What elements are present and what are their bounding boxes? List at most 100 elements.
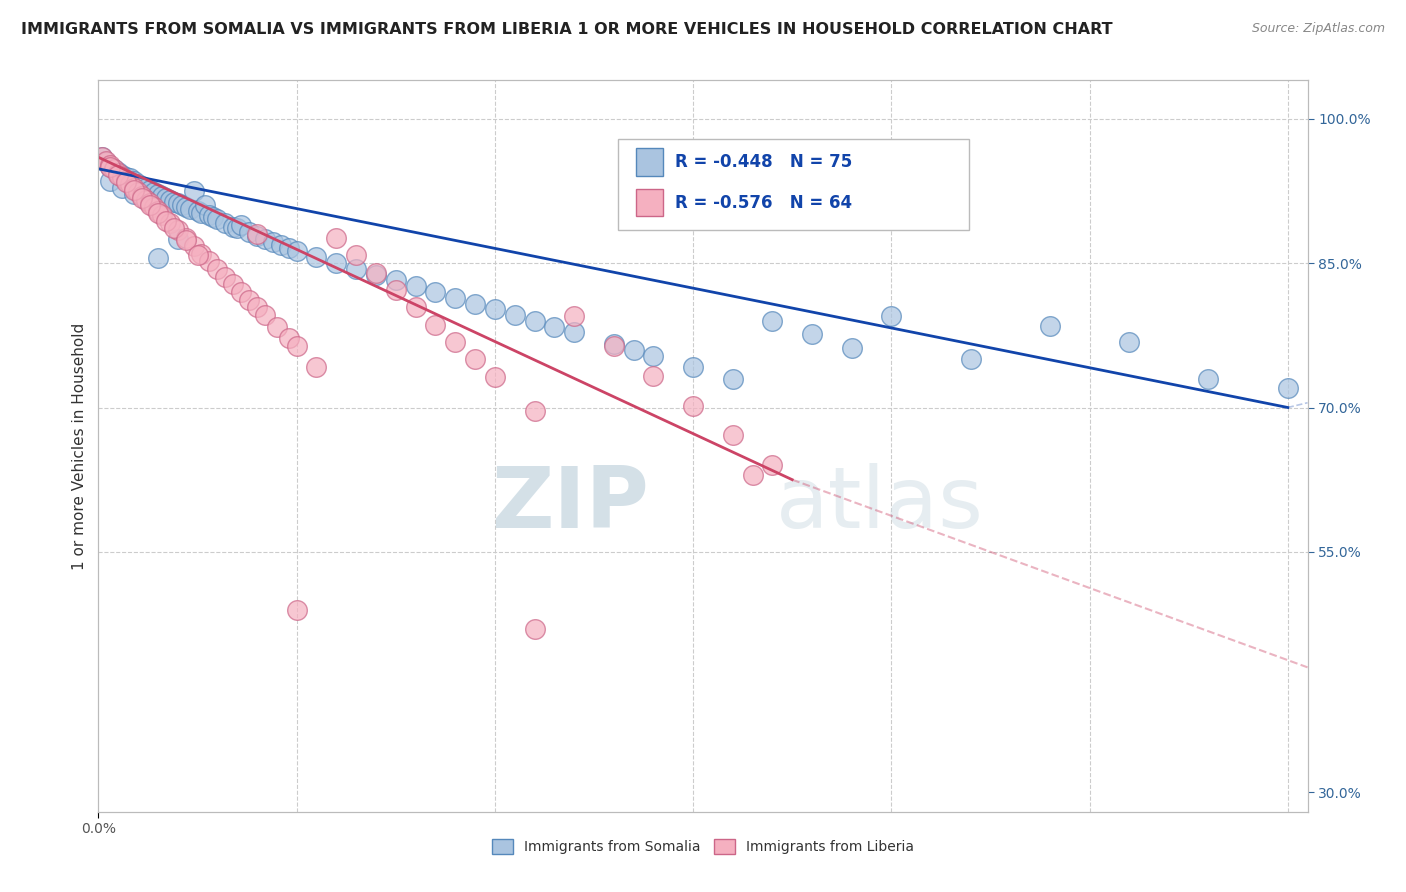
Point: [135, 193, 157, 207]
Point: [198, 208, 221, 222]
Point: [880, 309, 903, 323]
Point: [207, 211, 229, 226]
Point: [159, 216, 181, 230]
Point: [179, 202, 201, 217]
Point: [643, 368, 665, 383]
Point: [222, 219, 245, 234]
Point: [405, 301, 427, 315]
Point: [523, 404, 546, 418]
Point: [305, 251, 328, 265]
Point: [285, 244, 308, 258]
FancyBboxPatch shape: [619, 139, 969, 230]
Point: [503, 308, 526, 322]
Point: [135, 193, 157, 207]
Point: [425, 318, 447, 332]
Point: [543, 319, 565, 334]
Point: [146, 186, 169, 201]
Point: [111, 181, 134, 195]
Point: [155, 214, 177, 228]
Point: [741, 467, 763, 482]
Point: [285, 339, 308, 353]
Point: [325, 256, 347, 270]
Point: [139, 196, 162, 211]
Point: [127, 178, 149, 192]
Point: [305, 360, 328, 375]
Point: [277, 241, 299, 255]
Point: [159, 193, 181, 207]
Point: [131, 179, 153, 194]
Point: [523, 622, 546, 636]
Point: [405, 279, 427, 293]
Point: [98, 160, 121, 174]
Point: [1118, 334, 1140, 349]
Point: [98, 158, 121, 172]
Point: [131, 188, 153, 202]
Point: [246, 227, 269, 242]
Point: [166, 223, 188, 237]
Point: [246, 301, 269, 315]
Text: Source: ZipAtlas.com: Source: ZipAtlas.com: [1251, 22, 1385, 36]
Point: [122, 181, 145, 195]
Point: [761, 458, 783, 473]
Point: [484, 302, 506, 317]
Point: [174, 200, 197, 214]
Point: [721, 371, 744, 385]
Legend: Immigrants from Somalia, Immigrants from Liberia: Immigrants from Somalia, Immigrants from…: [486, 834, 920, 860]
Point: [603, 339, 626, 353]
Point: [285, 602, 308, 616]
Point: [253, 232, 276, 246]
Point: [761, 314, 783, 328]
Point: [721, 428, 744, 442]
Point: [190, 206, 212, 220]
Point: [120, 178, 142, 192]
Point: [253, 308, 276, 322]
Point: [444, 291, 467, 305]
Point: [170, 198, 193, 212]
Point: [801, 327, 824, 342]
Point: [190, 246, 212, 260]
Point: [122, 183, 145, 197]
Point: [120, 171, 142, 186]
Point: [146, 252, 169, 266]
Point: [111, 168, 134, 182]
Point: [163, 221, 186, 235]
Point: [202, 210, 225, 224]
Text: atlas: atlas: [776, 463, 984, 546]
Point: [682, 360, 704, 375]
Point: [841, 341, 863, 355]
Point: [115, 175, 138, 189]
Y-axis label: 1 or more Vehicles in Household: 1 or more Vehicles in Household: [72, 322, 87, 570]
Point: [186, 204, 208, 219]
Point: [344, 261, 367, 276]
Point: [562, 309, 585, 323]
Point: [277, 331, 299, 345]
Point: [163, 194, 186, 209]
Point: [139, 198, 162, 212]
Point: [523, 314, 546, 328]
Point: [484, 369, 506, 384]
Point: [364, 268, 387, 282]
Point: [107, 168, 129, 182]
Point: [1039, 318, 1062, 333]
Point: [131, 191, 153, 205]
Point: [166, 232, 188, 246]
Point: [183, 239, 205, 253]
Point: [115, 173, 138, 187]
Point: [122, 186, 145, 201]
Bar: [637, 148, 664, 176]
Point: [150, 208, 173, 222]
Point: [115, 169, 138, 184]
Point: [364, 266, 387, 280]
Point: [103, 161, 125, 176]
Point: [238, 225, 260, 239]
Bar: [637, 189, 664, 217]
Text: R = -0.448   N = 75: R = -0.448 N = 75: [675, 153, 852, 171]
Point: [238, 293, 260, 307]
Point: [226, 221, 249, 235]
Point: [103, 161, 125, 176]
Point: [107, 164, 129, 178]
Point: [344, 248, 367, 262]
Point: [464, 352, 486, 367]
Point: [231, 285, 253, 299]
Point: [91, 150, 114, 164]
